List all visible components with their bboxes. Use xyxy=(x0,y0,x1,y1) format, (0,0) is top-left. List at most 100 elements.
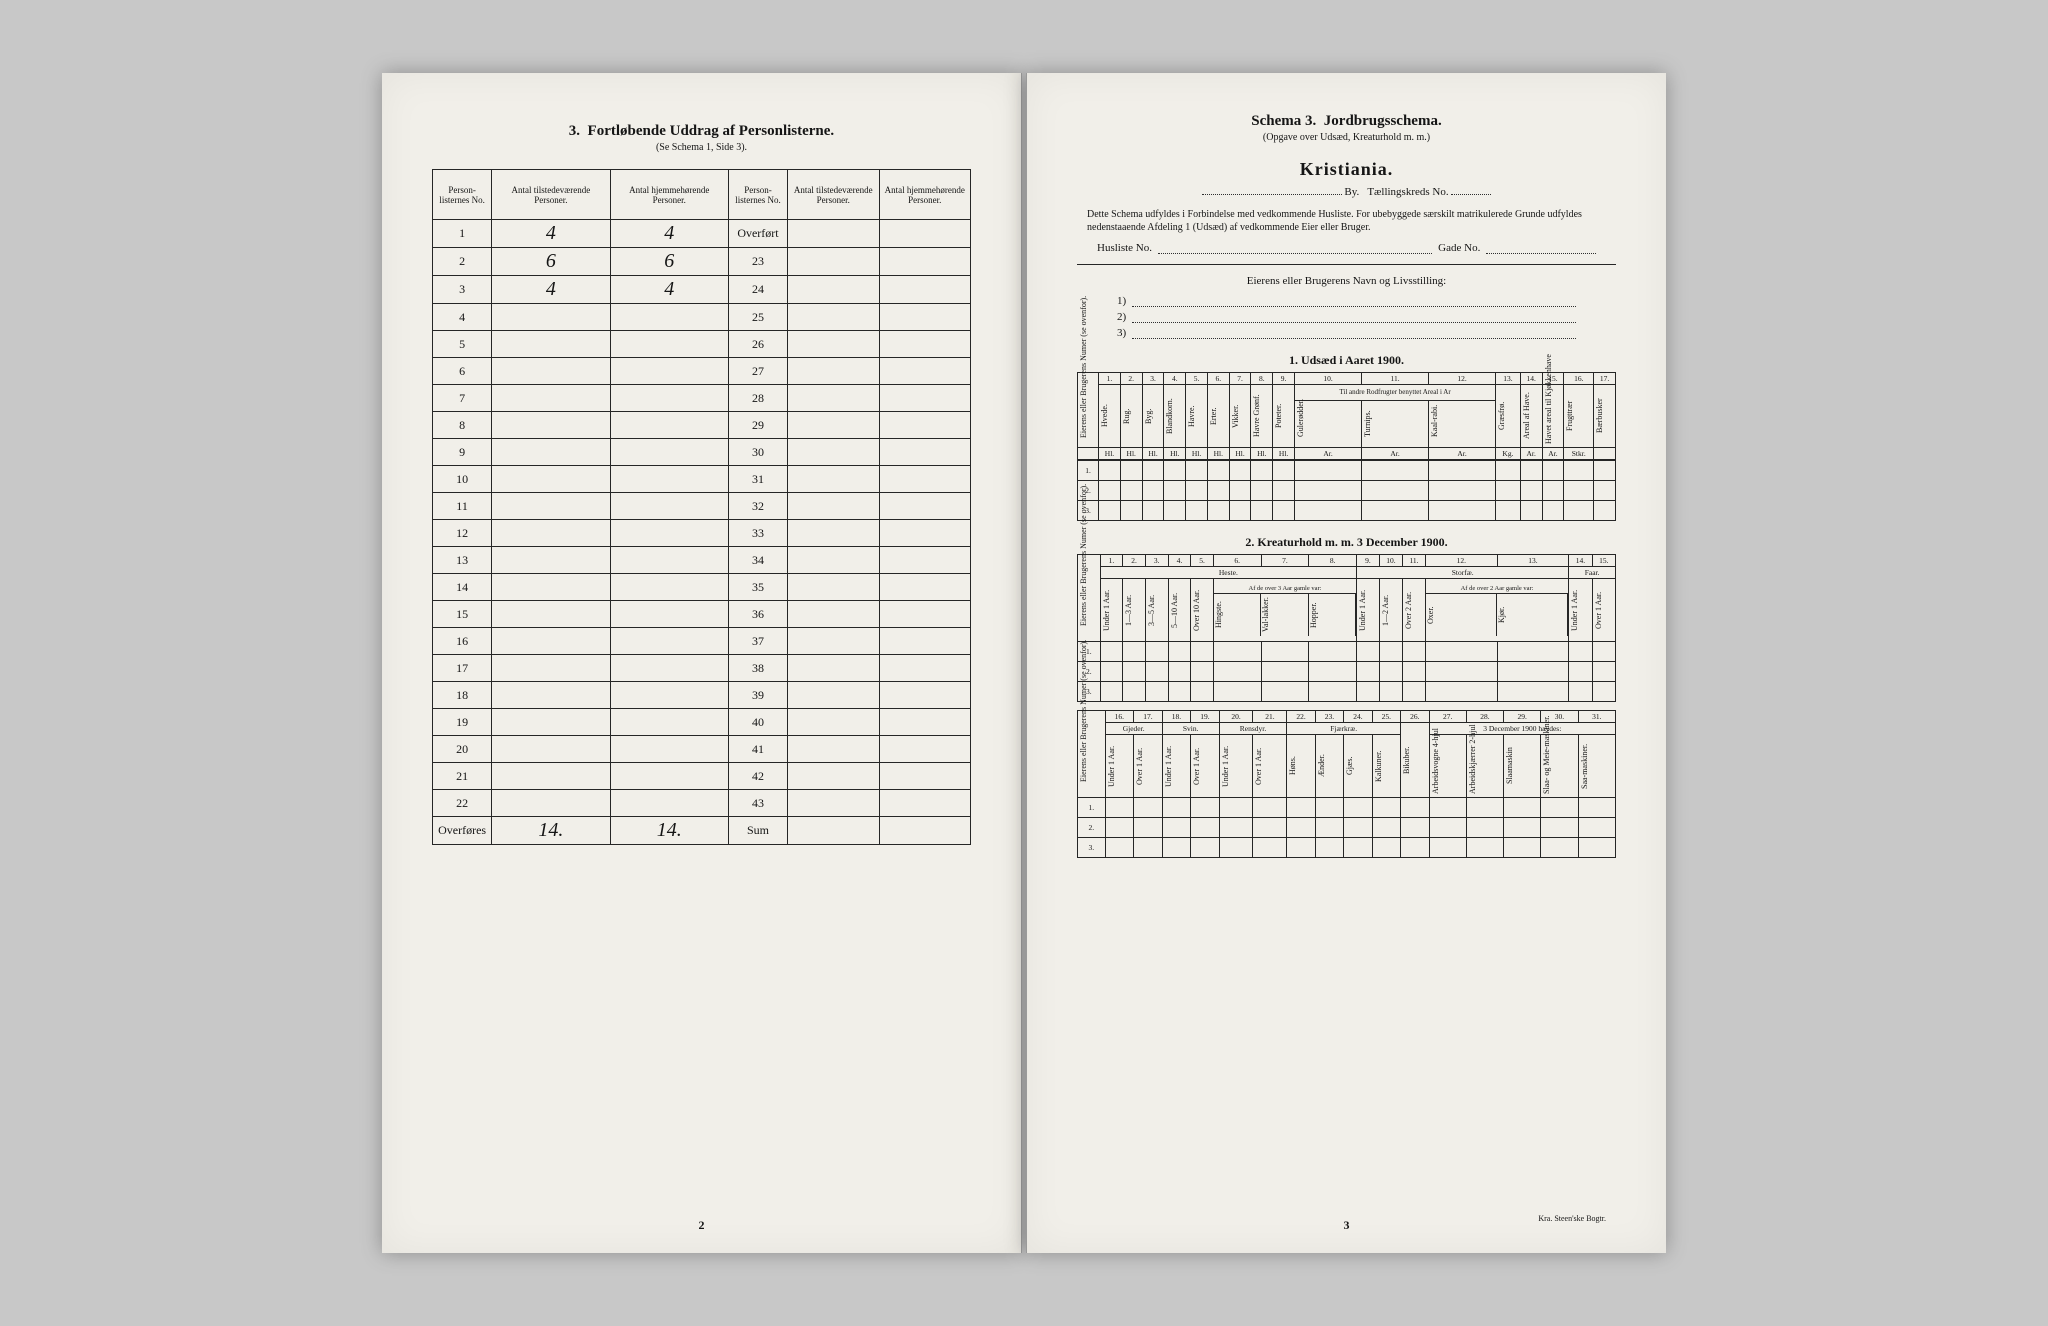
cell xyxy=(492,601,610,628)
cell xyxy=(492,412,610,439)
cell: 4 xyxy=(610,276,728,304)
row-no: 13 xyxy=(433,547,492,574)
cell xyxy=(610,601,728,628)
cell xyxy=(879,493,970,520)
cell xyxy=(492,304,610,331)
col-header: Antal hjemmehørende Personer. xyxy=(879,170,970,220)
row-no: 16 xyxy=(433,628,492,655)
cell: 6 xyxy=(610,248,728,276)
document-spread: 3. Fortløbende Uddrag af Personlisterne.… xyxy=(382,73,1666,1253)
cell xyxy=(788,817,879,845)
cell xyxy=(492,655,610,682)
cell xyxy=(788,628,879,655)
row-no: 6 xyxy=(433,358,492,385)
section2-title: 2. Kreaturhold m. m. 3 December 1900. xyxy=(1077,535,1616,550)
cell xyxy=(610,466,728,493)
cell xyxy=(788,736,879,763)
cell xyxy=(610,574,728,601)
row-no: 9 xyxy=(433,439,492,466)
cell xyxy=(879,547,970,574)
row-no: 17 xyxy=(433,655,492,682)
section1-title: 1. Udsæd i Aaret 1900. xyxy=(1077,353,1616,368)
right-page: Schema 3. Jordbrugsschema. (Opgave over … xyxy=(1026,73,1666,1253)
schema-subtitle: (Opgave over Udsæd, Kreaturhold m. m.) xyxy=(1077,132,1616,143)
cell xyxy=(610,493,728,520)
col-header: Antal tilstedeværende Personer. xyxy=(788,170,879,220)
col-header: Antal hjemmehørende Personer. xyxy=(610,170,728,220)
owner-label: Eierens eller Brugerens Navn og Livsstil… xyxy=(1077,275,1616,287)
cell xyxy=(492,628,610,655)
cell xyxy=(879,682,970,709)
cell xyxy=(492,493,610,520)
row-no: Overført xyxy=(728,220,787,248)
cell xyxy=(610,682,728,709)
cell xyxy=(879,736,970,763)
cell xyxy=(788,304,879,331)
row-no: 18 xyxy=(433,682,492,709)
cell xyxy=(610,304,728,331)
cell xyxy=(610,520,728,547)
cell xyxy=(610,655,728,682)
col-header: Antal tilstedeværende Personer. xyxy=(492,170,610,220)
row-no: 21 xyxy=(433,763,492,790)
row-no: 10 xyxy=(433,466,492,493)
cell xyxy=(788,248,879,276)
row-no: 29 xyxy=(728,412,787,439)
row-no: 40 xyxy=(728,709,787,736)
cell: 6 xyxy=(492,248,610,276)
cell xyxy=(788,547,879,574)
cell xyxy=(610,412,728,439)
cell xyxy=(492,574,610,601)
cell xyxy=(788,709,879,736)
row-no: 11 xyxy=(433,493,492,520)
row-no: 36 xyxy=(728,601,787,628)
cell xyxy=(610,709,728,736)
cell xyxy=(788,331,879,358)
cell xyxy=(879,331,970,358)
cell xyxy=(492,331,610,358)
row-no: 22 xyxy=(433,790,492,817)
udsaed-table: Eierens eller Brugerens Numer (se ovenfo… xyxy=(1077,372,1616,521)
row-no: 2 xyxy=(433,248,492,276)
cell xyxy=(610,358,728,385)
col-header: Person-listernes No. xyxy=(728,170,787,220)
cell xyxy=(610,628,728,655)
row-no: 33 xyxy=(728,520,787,547)
cell xyxy=(879,628,970,655)
cell xyxy=(610,331,728,358)
schema-header: Schema 3. Jordbrugsschema. xyxy=(1077,113,1616,130)
cell xyxy=(788,574,879,601)
cell: 4 xyxy=(610,220,728,248)
cell: 4 xyxy=(492,220,610,248)
row-no: 19 xyxy=(433,709,492,736)
cell xyxy=(788,493,879,520)
cell xyxy=(492,385,610,412)
cell xyxy=(879,358,970,385)
row-no: 8 xyxy=(433,412,492,439)
husliste-row: Husliste No. Gade No. xyxy=(1097,242,1596,254)
left-page: 3. Fortløbende Uddrag af Personlisterne.… xyxy=(382,73,1022,1253)
row-no: 26 xyxy=(728,331,787,358)
cell xyxy=(879,520,970,547)
cell xyxy=(492,790,610,817)
owner-lines: 1) 2) 3) xyxy=(1117,295,1576,339)
cell: 4 xyxy=(492,276,610,304)
cell xyxy=(492,763,610,790)
row-no: 12 xyxy=(433,520,492,547)
row-no: 32 xyxy=(728,493,787,520)
row-no: 23 xyxy=(728,248,787,276)
cell xyxy=(879,385,970,412)
cell xyxy=(879,439,970,466)
cell xyxy=(610,763,728,790)
cell xyxy=(788,682,879,709)
cell xyxy=(879,574,970,601)
row-no: 4 xyxy=(433,304,492,331)
printer-note: Kra. Steen'ske Bogtr. xyxy=(1538,1214,1606,1223)
cell xyxy=(788,220,879,248)
cell xyxy=(610,790,728,817)
cell xyxy=(879,304,970,331)
cell xyxy=(788,439,879,466)
col-header: Person-listernes No. xyxy=(433,170,492,220)
cell xyxy=(492,736,610,763)
left-title: 3. Fortløbende Uddrag af Personlisterne. xyxy=(432,123,971,140)
